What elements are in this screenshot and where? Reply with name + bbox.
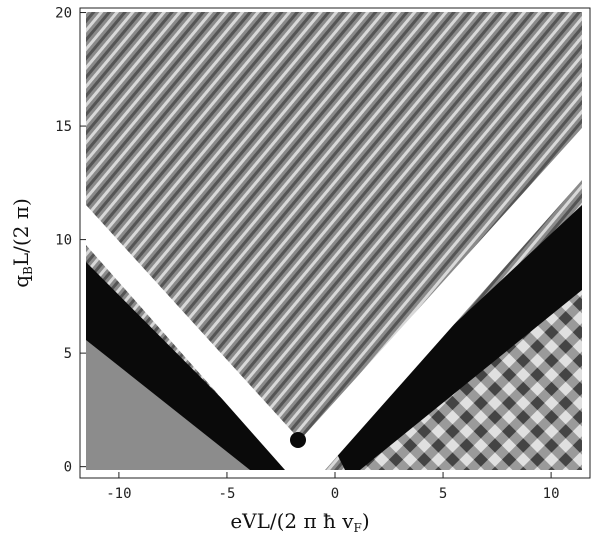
flat-region	[86, 340, 250, 470]
y-axis-label: qBL/(2 π)	[9, 198, 35, 288]
x-axis-label: eVL/(2 π ħ vF)	[230, 509, 369, 535]
density-image	[86, 12, 582, 470]
label-part: L/(2 π)	[9, 198, 33, 266]
x-tick-label: -10	[106, 486, 131, 502]
label-part: )	[362, 509, 370, 533]
x-tick-label: 10	[543, 486, 560, 502]
y-tick-label: 15	[55, 119, 72, 135]
x-tick-label: 5	[439, 486, 447, 502]
y-tick-label: 0	[64, 460, 72, 476]
blob	[290, 432, 306, 448]
label-part: F	[354, 521, 362, 535]
white-band	[300, 128, 582, 470]
white-band	[86, 205, 312, 470]
x-tick-label: -5	[219, 486, 236, 502]
label-part: B	[21, 266, 35, 275]
checker-region	[360, 290, 582, 470]
x-tick-label: 0	[331, 486, 339, 502]
label-part: eVL/(2 π ħ v	[230, 509, 354, 533]
label-part: q	[9, 275, 33, 288]
y-tick-label: 10	[55, 233, 72, 249]
y-tick-label: 5	[64, 346, 72, 362]
y-tick-label: 20	[55, 6, 72, 22]
